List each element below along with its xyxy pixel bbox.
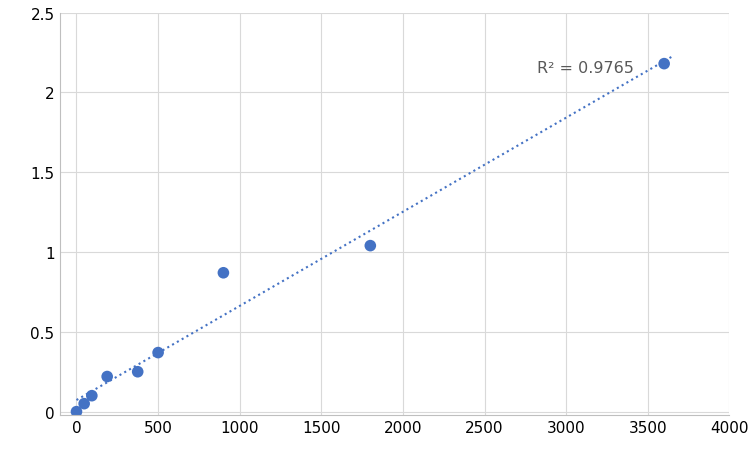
Point: [364, 243, 376, 250]
Point: [102, 373, 114, 380]
Text: R² = 0.9765: R² = 0.9765: [537, 60, 634, 75]
Point: [132, 368, 144, 376]
Point: [658, 61, 670, 68]
Point: [152, 349, 164, 356]
Point: [71, 408, 83, 415]
Point: [217, 270, 229, 277]
Point: [78, 400, 90, 407]
Point: [86, 392, 98, 400]
